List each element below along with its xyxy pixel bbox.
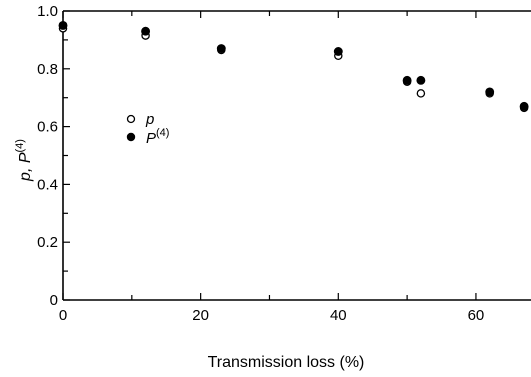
y-axis-label-p: p, P [17, 152, 34, 182]
ticks: 0 20 40 60 0 0.2 0.4 0.6 0.8 1.0 [37, 3, 484, 324]
legend-label-p4-main: P [146, 130, 156, 147]
data-point-P4 [519, 101, 529, 111]
data-point-P4 [416, 75, 426, 85]
data-point-P4 [58, 21, 68, 30]
y-tick-label: 0.8 [37, 61, 58, 78]
y-tick-label: 0 [50, 292, 58, 309]
y-tick-label: 0.2 [37, 234, 58, 251]
data-point-p [416, 89, 426, 98]
y-tick-label: 0.4 [37, 176, 58, 193]
data-point-P4 [216, 44, 226, 54]
legend-marker-open-circle [126, 114, 136, 124]
data-point-P4 [141, 26, 151, 36]
x-tick-label: 0 [59, 307, 67, 324]
x-tick-label: 60 [468, 307, 485, 324]
data-point-P4 [333, 47, 343, 56]
y-axis-label-sup: (4) [14, 139, 26, 152]
data-point-P4 [402, 75, 412, 85]
legend: p P(4) [126, 111, 169, 147]
x-tick-label: 40 [330, 307, 347, 324]
x-axis-label: Transmission loss (%) [208, 354, 365, 371]
legend-label-p4: P(4) [146, 127, 169, 147]
svg-text:p, P(4): p, P(4) [14, 139, 34, 182]
legend-label-p: p [145, 111, 154, 128]
data-points [58, 21, 529, 113]
legend-marker-filled-circle [126, 132, 136, 142]
data-point-P4 [485, 87, 495, 97]
legend-label-p4-sup: (4) [156, 127, 169, 139]
axes [62, 10, 531, 301]
y-tick-label: 1.0 [37, 3, 58, 20]
y-axis-label: p, P(4) [14, 139, 34, 182]
y-tick-label: 0.6 [37, 119, 58, 136]
x-tick-label: 20 [192, 307, 209, 324]
